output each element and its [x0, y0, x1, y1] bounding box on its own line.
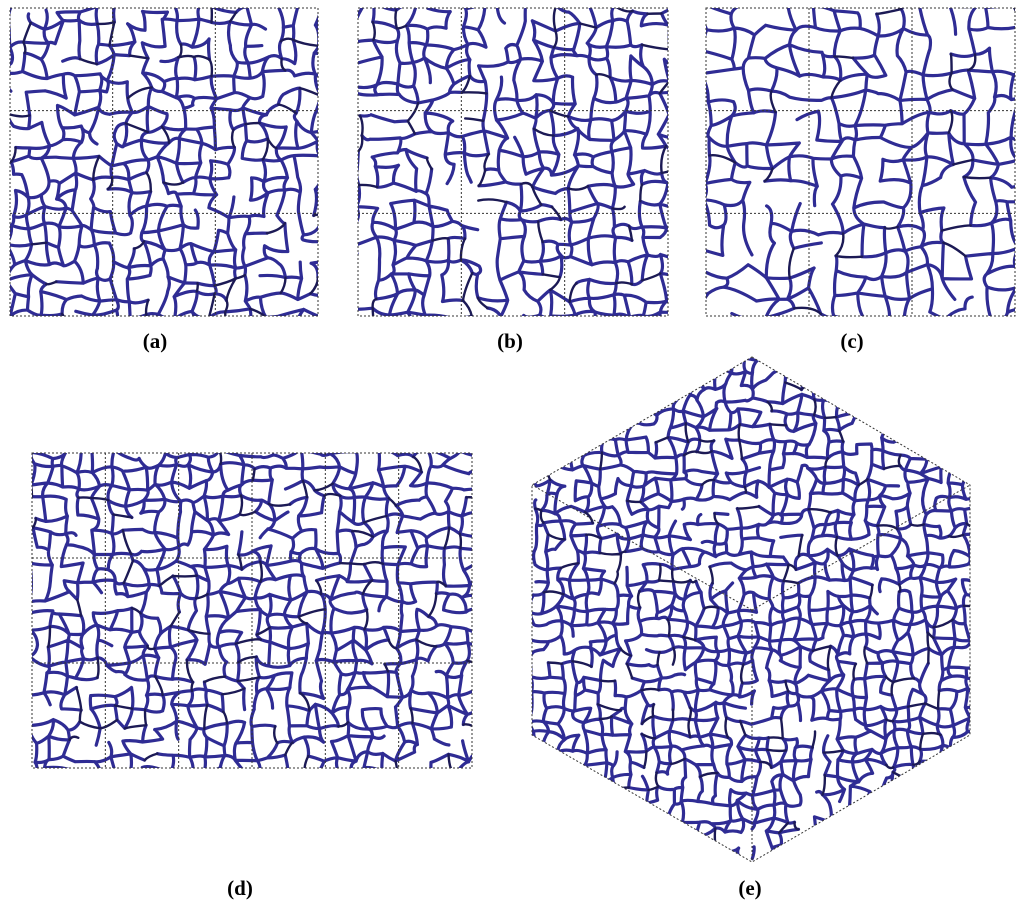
bond-network [706, 8, 1015, 316]
bond-network-dark [358, 8, 668, 316]
structure [706, 8, 1015, 316]
bond-network-dark [708, 8, 1015, 316]
bond-network [10, 8, 318, 316]
structure [32, 453, 472, 768]
bond-network-dark [10, 8, 318, 316]
panel-label: (b) [497, 329, 523, 353]
structure [532, 357, 970, 862]
cell-line [751, 484, 971, 611]
panel-label: (a) [143, 329, 168, 353]
structure [358, 8, 668, 316]
cell-frame [705, 7, 1016, 317]
panels [9, 7, 1016, 863]
bond-network [32, 453, 472, 768]
cell-frame [9, 7, 319, 317]
bond-network-dark [32, 453, 472, 768]
bond-network-dark [532, 357, 970, 862]
cell-frame [531, 356, 971, 863]
bond-network [358, 8, 668, 316]
panel-label: (e) [738, 876, 761, 900]
bond-network [532, 357, 970, 862]
panel-label: (d) [227, 876, 253, 900]
panel-label: (c) [840, 329, 863, 353]
cell-frame [357, 7, 669, 317]
structure [10, 8, 318, 316]
